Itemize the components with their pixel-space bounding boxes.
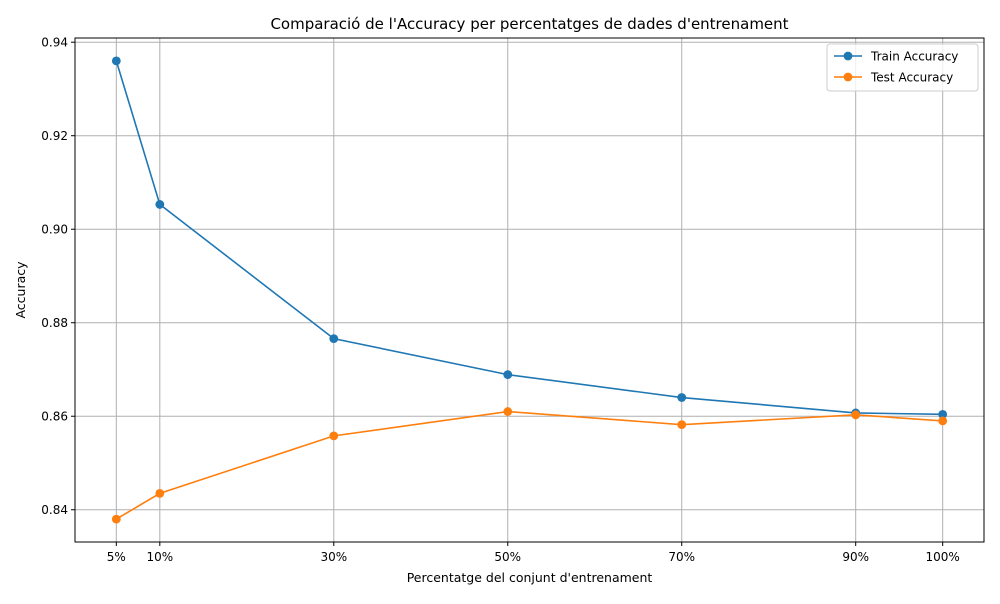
legend-test-accuracy-marker — [843, 72, 853, 82]
x-tick-label: 90% — [842, 550, 869, 564]
test-accuracy-point — [677, 420, 687, 430]
train-accuracy-point — [503, 370, 513, 380]
legend-train-accuracy-label: Train Accuracy — [870, 50, 958, 64]
test-accuracy-line — [115, 410, 943, 520]
y-tick-label: 0.92 — [41, 129, 68, 143]
test-accuracy-point — [503, 407, 513, 416]
plot-frame — [74, 37, 985, 543]
x-tick-label: 30% — [320, 550, 347, 564]
x-axis-label: Percentatge del conjunt d'entrenament — [407, 570, 653, 585]
test-accuracy-point — [851, 410, 861, 420]
x-tick-label: 70% — [668, 550, 695, 564]
test-accuracy-point — [155, 488, 165, 498]
test-accuracy-point — [111, 514, 121, 524]
legend-box — [826, 43, 979, 92]
grid-lines — [75, 38, 984, 542]
test-accuracy-point — [329, 431, 339, 441]
y-tick-label: 0.90 — [41, 223, 68, 237]
y-tick-label: 0.86 — [41, 410, 68, 424]
train-accuracy-point — [155, 200, 165, 209]
y-axis-label: Accuracy — [13, 261, 28, 319]
y-tick-label: 0.84 — [41, 503, 68, 517]
x-tick-label: 50% — [494, 550, 521, 564]
x-axis: 5% 10% 30% 50% 70% 90% 100% — [107, 542, 960, 564]
series-layer — [111, 56, 948, 524]
train-accuracy-point — [677, 393, 687, 402]
test-accuracy-point — [938, 416, 948, 426]
legend-train-accuracy-marker — [843, 51, 853, 61]
y-tick-label: 0.94 — [41, 36, 68, 50]
train-accuracy-point — [329, 334, 339, 344]
legend-test-accuracy-label: Test Accuracy — [870, 71, 953, 85]
x-tick-label: 10% — [146, 550, 173, 564]
legend: Train Accuracy Test Accuracy — [826, 43, 979, 92]
x-tick-label: 100% — [926, 550, 960, 564]
x-tick-label: 5% — [107, 550, 126, 564]
train-accuracy-point — [938, 409, 948, 419]
chart-title: Comparació de l'Accuracy per percentatge… — [270, 15, 788, 33]
train-accuracy-line — [115, 60, 943, 416]
y-axis: 0.84 0.86 0.88 0.90 0.92 0.94 — [41, 36, 75, 517]
train-accuracy-point — [111, 56, 121, 66]
y-tick-label: 0.88 — [41, 316, 68, 330]
